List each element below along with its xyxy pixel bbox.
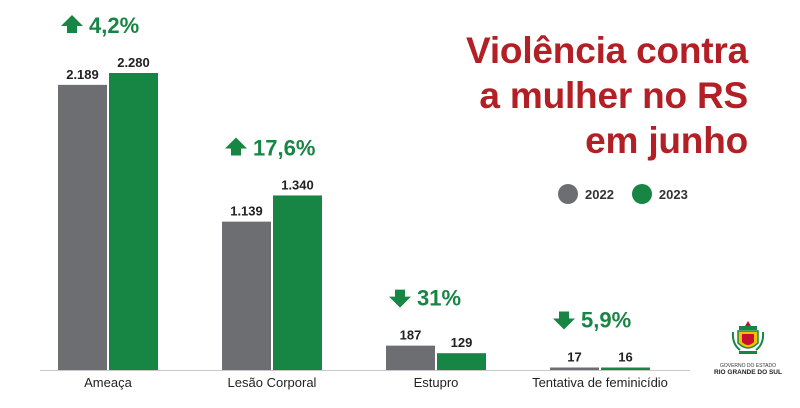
legend-item-2023: 2023 [631,184,688,204]
value-label-2023-3: 16 [618,350,632,365]
bar-2022-1 [222,221,271,370]
bar-2022-2 [386,345,435,370]
arrow-up-icon-0 [61,15,83,33]
category-label-1: Lesão Corporal [228,375,317,390]
category-label-0: Ameaça [84,375,132,390]
coat-of-arms-icon [731,321,765,354]
logo-line-1: GOVERNO DO ESTADO [719,363,777,369]
arrow-up-icon-1 [225,137,247,156]
percent-change-0: 4,2% [89,13,139,38]
bar-2023-2 [437,353,486,370]
bar-2022-0 [58,84,107,371]
state-government-logo: GOVERNO DO ESTADO RIO GRANDE DO SUL [712,320,784,382]
value-label-2022-2: 187 [400,328,422,343]
arrow-down-icon-2 [389,289,411,308]
bar-2023-3 [601,367,650,370]
legend-item-2022: 2022 [558,184,614,204]
legend-swatch-2022 [558,184,578,204]
value-label-2022-1: 1.139 [230,204,263,219]
legend-label-2023: 2023 [658,186,688,202]
value-label-2023-2: 129 [451,335,473,350]
chart-title: Violência contra a mulher no RS em junho [418,28,748,163]
title-line-3: em junho [585,120,748,161]
percent-change-1: 17,6% [253,135,315,160]
category-label-3: Tentativa de feminicídio [532,375,668,390]
title-line-1: Violência contra [466,30,748,71]
category-label-2: Estupro [414,375,459,390]
bar-2023-0 [109,73,158,370]
title-line-2: a mulher no RS [479,75,748,116]
logo-line-2: RIO GRANDE DO SUL [714,369,782,376]
value-label-2023-1: 1.340 [281,177,314,192]
value-label-2023-0: 2.280 [117,55,150,70]
value-label-2022-3: 17 [567,350,581,365]
legend-label-2022: 2022 [585,186,614,202]
legend: 2022 2023 [558,182,698,206]
percent-change-2: 31% [417,286,461,311]
legend-swatch-2023 [631,184,652,204]
value-label-2022-0: 2.189 [66,67,99,82]
bar-2023-1 [273,195,322,370]
bar-2022-3 [550,367,599,370]
percent-change-3: 5,9% [581,308,631,333]
arrow-down-icon-3 [553,311,575,330]
